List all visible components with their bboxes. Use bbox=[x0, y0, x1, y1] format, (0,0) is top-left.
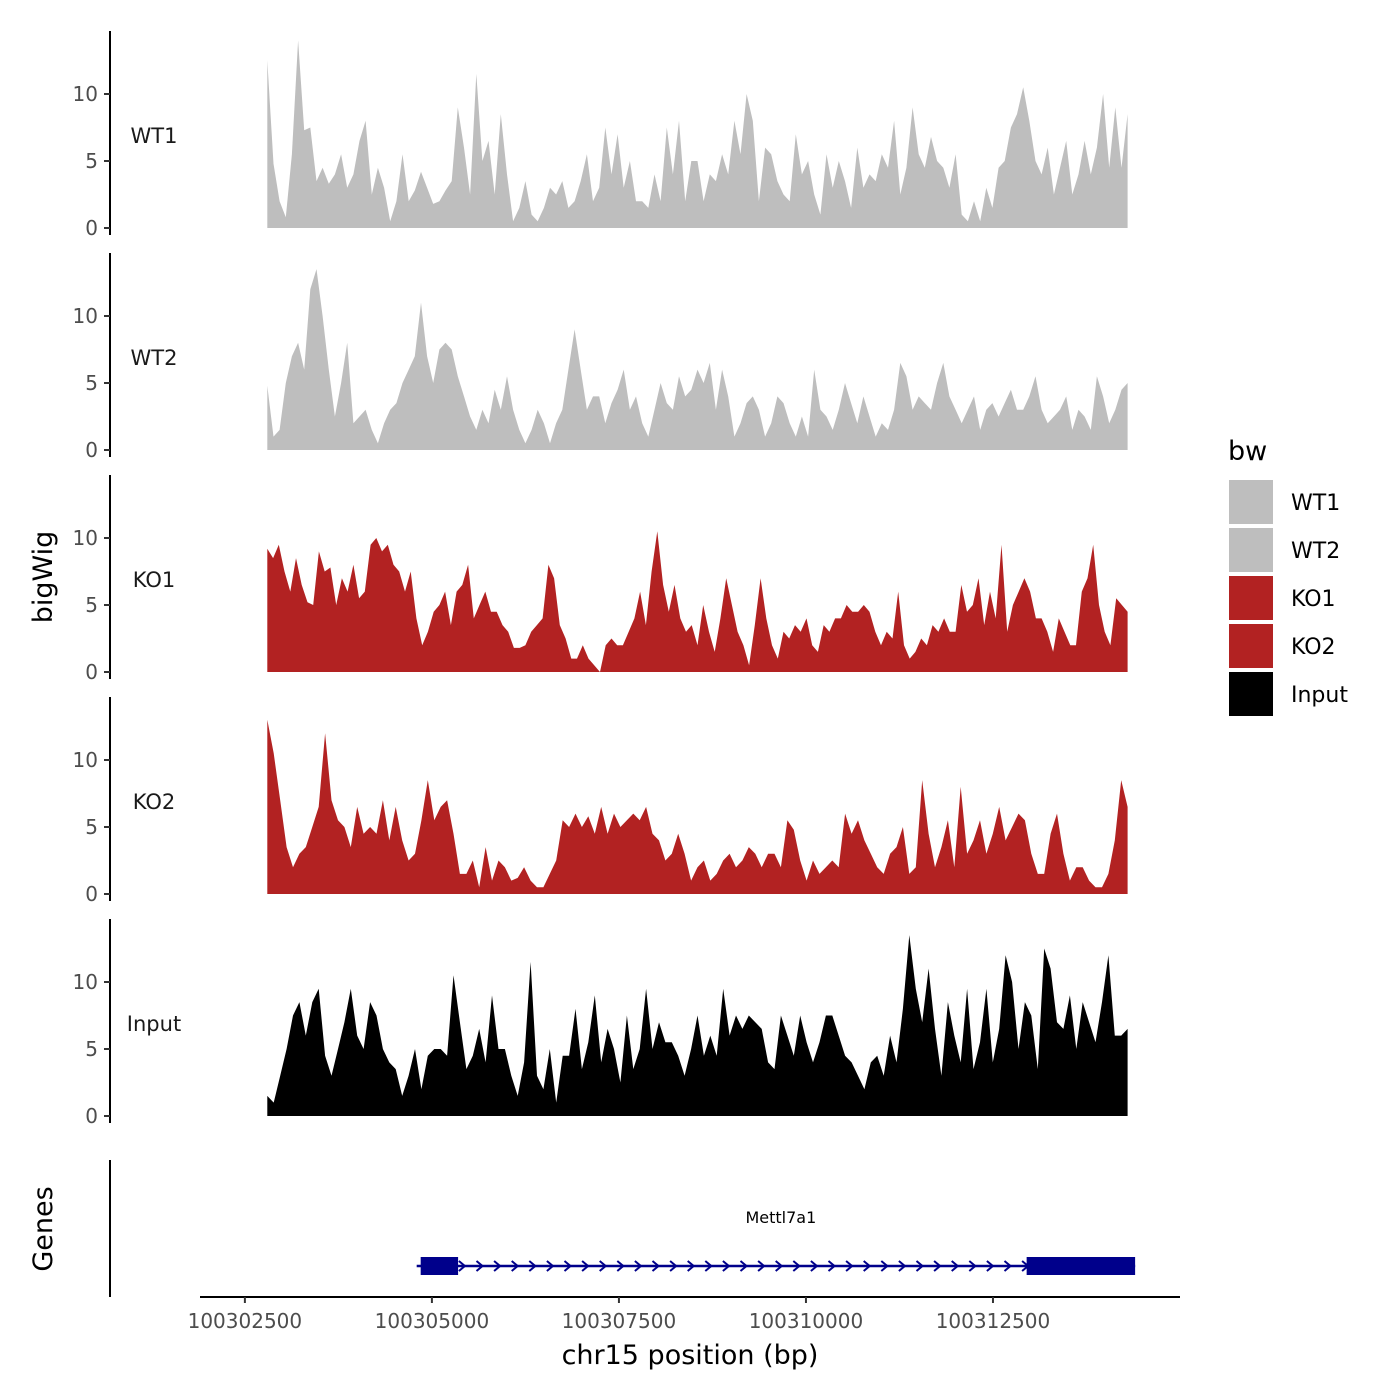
legend-label-ko1: KO1 bbox=[1291, 587, 1336, 612]
gene-model: Mettl7a1 bbox=[416, 1208, 1136, 1275]
strand-arrow bbox=[563, 1260, 573, 1272]
track-label: KO1 bbox=[133, 568, 176, 592]
y-tick-label: 10 bbox=[73, 526, 98, 550]
track-label: Input bbox=[127, 1012, 181, 1036]
x-tick-label: 100307500 bbox=[562, 1309, 677, 1333]
strand-arrow bbox=[827, 1260, 837, 1272]
y-tick-label: 10 bbox=[73, 304, 98, 328]
track-ko2: 0 5 10 KO2 bbox=[73, 697, 1128, 906]
gene-exon bbox=[420, 1257, 459, 1275]
x-tick-label: 100305000 bbox=[375, 1309, 490, 1333]
x-tick-label: 100302500 bbox=[188, 1309, 303, 1333]
coverage-area-ko2 bbox=[267, 719, 1128, 894]
legend-swatch-ko2 bbox=[1229, 624, 1273, 668]
strand-arrow bbox=[845, 1260, 854, 1272]
strand-arrow bbox=[546, 1260, 555, 1272]
strand-arrow bbox=[581, 1260, 590, 1272]
coverage-area-input bbox=[267, 935, 1128, 1116]
coverage-tracks: 0 5 10 WT1 0 5 10 WT2 0 5 10 KO1 0 5 10 KO2 0 5 10 Input bbox=[73, 31, 1128, 1128]
y-tick-label: 0 bbox=[85, 216, 98, 240]
track-input: 0 5 10 Input bbox=[73, 919, 1128, 1128]
y-axis-title: bigWig bbox=[28, 531, 59, 624]
strand-arrow bbox=[880, 1260, 889, 1272]
legend-swatch-wt2 bbox=[1229, 528, 1273, 572]
coverage-area-wt2 bbox=[267, 269, 1128, 450]
x-axis-title: chr15 position (bp) bbox=[562, 1340, 819, 1371]
x-tick-label: 100310000 bbox=[749, 1309, 864, 1333]
track-label: WT2 bbox=[131, 346, 178, 370]
strand-arrow bbox=[704, 1260, 713, 1272]
legend-swatch-wt1 bbox=[1229, 480, 1273, 524]
legend-label-input: Input bbox=[1291, 683, 1348, 708]
coverage-area-wt1 bbox=[267, 40, 1128, 229]
strand-arrow bbox=[757, 1260, 766, 1272]
strand-arrow bbox=[915, 1260, 925, 1272]
strand-arrow bbox=[933, 1260, 942, 1272]
strand-arrow bbox=[687, 1260, 696, 1272]
legend: bw WT1 WT2 KO1 KO2 Input bbox=[1228, 436, 1348, 716]
strand-arrow bbox=[475, 1260, 485, 1272]
coverage-area-ko1 bbox=[267, 531, 1128, 672]
y-tick-label: 5 bbox=[85, 371, 98, 395]
strand-arrow bbox=[739, 1260, 749, 1272]
y-tick-label: 10 bbox=[73, 82, 98, 106]
legend-label-wt1: WT1 bbox=[1291, 491, 1340, 516]
strand-arrow bbox=[511, 1260, 520, 1272]
y-tick-label: 10 bbox=[73, 970, 98, 994]
legend-swatch-input bbox=[1229, 672, 1273, 716]
strand-arrow bbox=[493, 1260, 502, 1272]
gene-exon bbox=[1026, 1257, 1136, 1275]
strand-arrow bbox=[1003, 1260, 1013, 1272]
strand-arrow bbox=[599, 1260, 608, 1272]
strand-arrow bbox=[528, 1260, 537, 1272]
legend-label-wt2: WT2 bbox=[1291, 539, 1340, 564]
legend-title: bw bbox=[1228, 436, 1267, 467]
strand-arrow bbox=[968, 1260, 977, 1272]
strand-arrow bbox=[898, 1260, 907, 1272]
y-tick-label: 10 bbox=[73, 748, 98, 772]
legend-label-ko2: KO2 bbox=[1291, 635, 1336, 660]
x-tick-label: 100312500 bbox=[936, 1309, 1051, 1333]
genes-axis-title: Genes bbox=[28, 1186, 59, 1271]
track-wt1: 0 5 10 WT1 bbox=[73, 31, 1128, 240]
strand-arrow bbox=[722, 1260, 731, 1272]
strand-arrow bbox=[810, 1260, 819, 1272]
strand-arrow bbox=[863, 1260, 872, 1272]
y-tick-label: 5 bbox=[85, 1037, 98, 1061]
y-tick-label: 0 bbox=[85, 1104, 98, 1128]
strand-arrow bbox=[986, 1260, 995, 1272]
y-tick-label: 0 bbox=[85, 438, 98, 462]
genes-panel: Mettl7a1 bbox=[109, 1160, 1136, 1297]
track-label: WT1 bbox=[131, 124, 178, 148]
x-axis: 100302500 100305000 100307500 100310000 1003… bbox=[188, 1296, 1180, 1333]
gene-label: Mettl7a1 bbox=[745, 1208, 816, 1227]
strand-arrow bbox=[458, 1260, 467, 1272]
y-tick-label: 5 bbox=[85, 593, 98, 617]
strand-arrow bbox=[634, 1260, 643, 1272]
y-tick-label: 5 bbox=[85, 149, 98, 173]
y-tick-label: 0 bbox=[85, 660, 98, 684]
strand-arrow bbox=[951, 1260, 960, 1272]
strand-arrow bbox=[616, 1260, 625, 1272]
track-ko1: 0 5 10 KO1 bbox=[73, 475, 1128, 684]
track-wt2: 0 5 10 WT2 bbox=[73, 253, 1128, 462]
strand-arrow bbox=[775, 1260, 784, 1272]
y-tick-label: 0 bbox=[85, 882, 98, 906]
strand-arrow bbox=[651, 1260, 661, 1272]
track-label: KO2 bbox=[133, 790, 176, 814]
legend-swatch-ko1 bbox=[1229, 576, 1273, 620]
strand-arrow bbox=[669, 1260, 678, 1272]
strand-arrow bbox=[792, 1260, 801, 1272]
y-tick-label: 5 bbox=[85, 815, 98, 839]
